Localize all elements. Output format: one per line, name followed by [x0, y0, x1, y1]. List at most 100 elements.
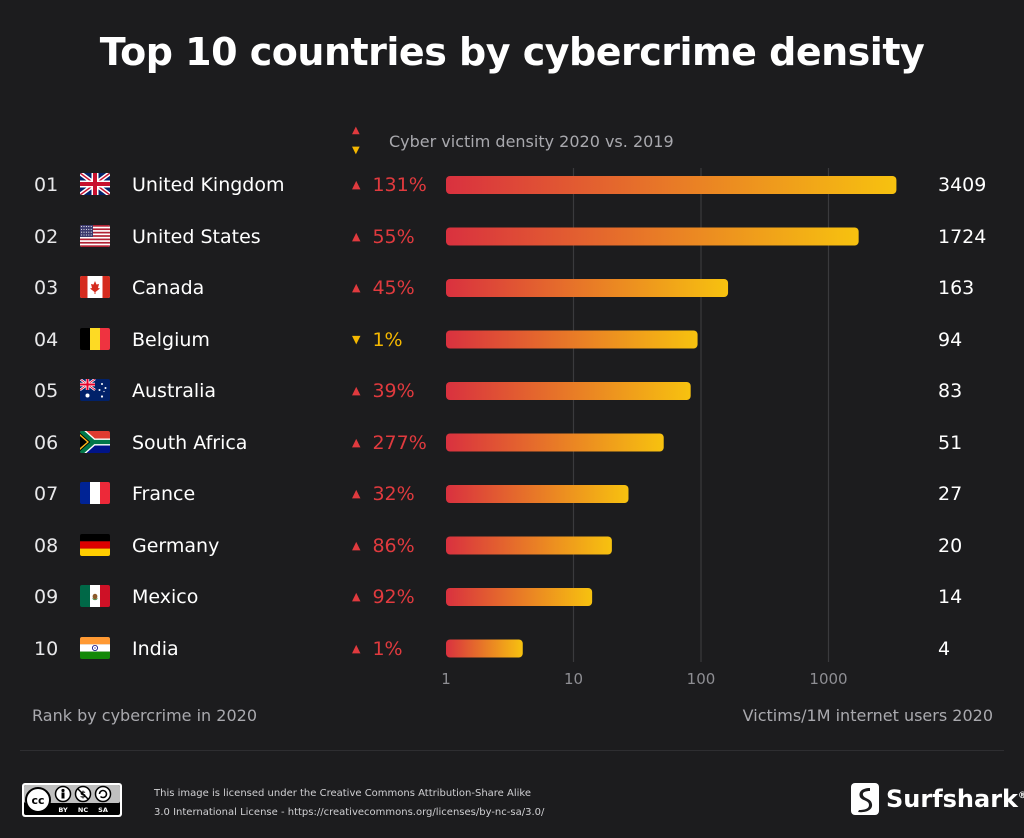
change-label: ▲ 55% [352, 226, 415, 248]
row-france: 07 France ▲ 32% 27 [0, 474, 1024, 514]
surfshark-logo-icon [851, 783, 879, 815]
row-united-kingdom: 01 United Kingdom ▲ 131% 3409 [0, 165, 1024, 205]
increase-triangle-icon: ▲ [352, 384, 361, 397]
bar-canada [446, 279, 729, 297]
belgium-flag-icon [80, 327, 110, 350]
change-label: ▲ 45% [352, 277, 415, 299]
change-value: 45% [372, 277, 415, 299]
mexico-flag-icon [80, 585, 110, 607]
south-africa-flag-icon [80, 430, 110, 453]
row-canada: 03 Canada ▲ 45% 163 [0, 268, 1024, 308]
rank-label: 02 [34, 225, 59, 248]
rank-label: 09 [34, 586, 59, 608]
value-axis-label: Victims/1M internet users 2020 [742, 706, 993, 725]
rank-label: 10 [34, 637, 59, 660]
license-line-1: This image is licensed under the Creativ… [154, 788, 531, 799]
decrease-triangle-icon: ▼ [352, 332, 361, 346]
cc-sa-label: SA [98, 806, 108, 814]
row-south-africa: 06 South Africa ▲ 277% 51 [0, 423, 1024, 463]
country-name: United Kingdom [132, 174, 285, 196]
canada-flag-icon [80, 276, 110, 298]
change-value: 131% [372, 174, 427, 196]
country-name: France [132, 483, 196, 505]
change-label: ▲ 86% [352, 535, 415, 557]
rank-label: 04 [34, 328, 59, 351]
increase-triangle-icon: ▲ [352, 178, 361, 191]
change-label: ▲ 39% [352, 380, 415, 402]
country-name: United States [132, 225, 261, 248]
increase-triangle-icon: ▲ [352, 229, 361, 243]
row-belgium: 04 Belgium ▼ 1% 94 [0, 320, 1024, 360]
decrease-triangle-icon: ▼ [352, 145, 360, 156]
value-label: 14 [938, 586, 963, 608]
change-label: ▲ 32% [352, 483, 415, 505]
footer-divider [20, 750, 1004, 751]
rank-label: 07 [34, 483, 59, 505]
chart-title: Top 10 countries by cybercrime density [99, 30, 925, 74]
uk-flag-icon [80, 173, 110, 195]
x-tick-label: 1 [441, 670, 451, 688]
cc-by-label: BY [58, 806, 68, 814]
rank-label: 01 [34, 174, 59, 196]
increase-triangle-icon: ▲ [352, 125, 360, 136]
row-mexico: 09 Mexico ▲ 92% 14 [0, 577, 1024, 617]
country-name: India [132, 637, 179, 660]
registered-mark: ® [1018, 791, 1024, 801]
bar-germany [446, 536, 612, 555]
value-label: 27 [938, 483, 963, 505]
bar-australia [446, 382, 691, 400]
change-value: 86% [372, 534, 415, 557]
india-flag-icon [80, 636, 110, 659]
row-united-states: 02 United States ▲ 55% 1724 [0, 217, 1024, 257]
us-flag-icon [80, 224, 110, 247]
row-germany: 08 Germany ▲ 86% 20 [0, 526, 1024, 566]
rank-label: 03 [34, 277, 59, 299]
bar-india [446, 639, 523, 658]
australia-flag-icon [80, 379, 110, 401]
increase-triangle-icon: ▲ [352, 538, 361, 552]
change-value: 39% [372, 380, 415, 402]
value-label: 51 [938, 431, 963, 454]
increase-triangle-icon: ▲ [352, 487, 361, 500]
svg-text:cc: cc [31, 794, 44, 807]
country-name: Germany [132, 534, 220, 557]
increase-triangle-icon: ▲ [352, 590, 361, 603]
bar-united-states [446, 227, 859, 246]
rank-label: 05 [34, 380, 59, 402]
value-label: 4 [938, 637, 951, 660]
bar-chart: 1 10 100 1000 [441, 168, 897, 688]
value-label: 83 [938, 380, 963, 402]
license-text: This image is licensed under the Creativ… [154, 784, 544, 822]
value-label: 20 [938, 534, 963, 557]
row-india: 10 India ▲ 1% 4 [0, 629, 1024, 669]
value-label: 3409 [938, 174, 987, 196]
germany-flag-icon [80, 533, 110, 556]
change-value: 32% [372, 483, 415, 505]
creative-commons-badge: cc $ BY NC SA [22, 783, 122, 817]
bar-united-kingdom [446, 176, 897, 194]
value-label: 1724 [938, 225, 987, 248]
legend-label: Cyber victim density 2020 vs. 2019 [389, 132, 674, 151]
value-label: 163 [938, 277, 975, 299]
country-name: Belgium [132, 328, 210, 351]
country-name: South Africa [132, 431, 248, 454]
value-label: 94 [938, 328, 963, 351]
change-label: ▲ 92% [352, 586, 415, 608]
svg-text:$: $ [80, 791, 86, 801]
bar-south-africa [446, 433, 664, 452]
bar-france [446, 485, 629, 503]
rank-label: 06 [34, 431, 59, 454]
brand-name: Surfshark® [886, 785, 1024, 813]
x-tick-label: 10 [564, 670, 583, 688]
x-tick-label: 100 [687, 670, 716, 688]
france-flag-icon [80, 482, 110, 504]
cc-nc-label: NC [78, 806, 88, 814]
rank-label: 08 [34, 534, 59, 557]
increase-triangle-icon: ▲ [352, 281, 361, 294]
row-australia: 05 Australia ▲ 39% 83 [0, 371, 1024, 411]
change-label: ▲ 1% [352, 638, 403, 660]
country-name: Mexico [132, 586, 199, 608]
change-value: 1% [372, 637, 403, 660]
change-label: ▼ 1% [352, 329, 403, 351]
change-label: ▲ 131% [352, 174, 427, 196]
